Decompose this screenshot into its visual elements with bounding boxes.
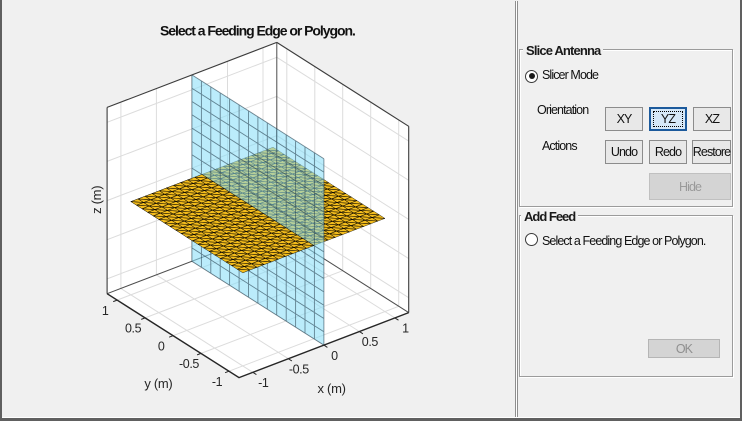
svg-text:y (m): y (m) bbox=[144, 376, 172, 391]
svg-text:0: 0 bbox=[158, 339, 165, 353]
svg-text:-1: -1 bbox=[258, 376, 269, 390]
svg-text:-1: -1 bbox=[212, 375, 223, 389]
svg-text:Select a Feeding Edge or Polyg: Select a Feeding Edge or Polygon. bbox=[160, 22, 355, 38]
svg-text:-0.5: -0.5 bbox=[289, 362, 309, 376]
svg-text:0: 0 bbox=[331, 349, 338, 363]
svg-text:1: 1 bbox=[402, 322, 409, 336]
svg-text:1: 1 bbox=[102, 304, 109, 318]
svg-text:0.5: 0.5 bbox=[362, 335, 379, 349]
svg-text:z (m): z (m) bbox=[89, 186, 104, 214]
svg-text:-0.5: -0.5 bbox=[179, 357, 199, 371]
svg-text:0.5: 0.5 bbox=[125, 322, 142, 336]
svg-text:x (m): x (m) bbox=[318, 381, 346, 396]
